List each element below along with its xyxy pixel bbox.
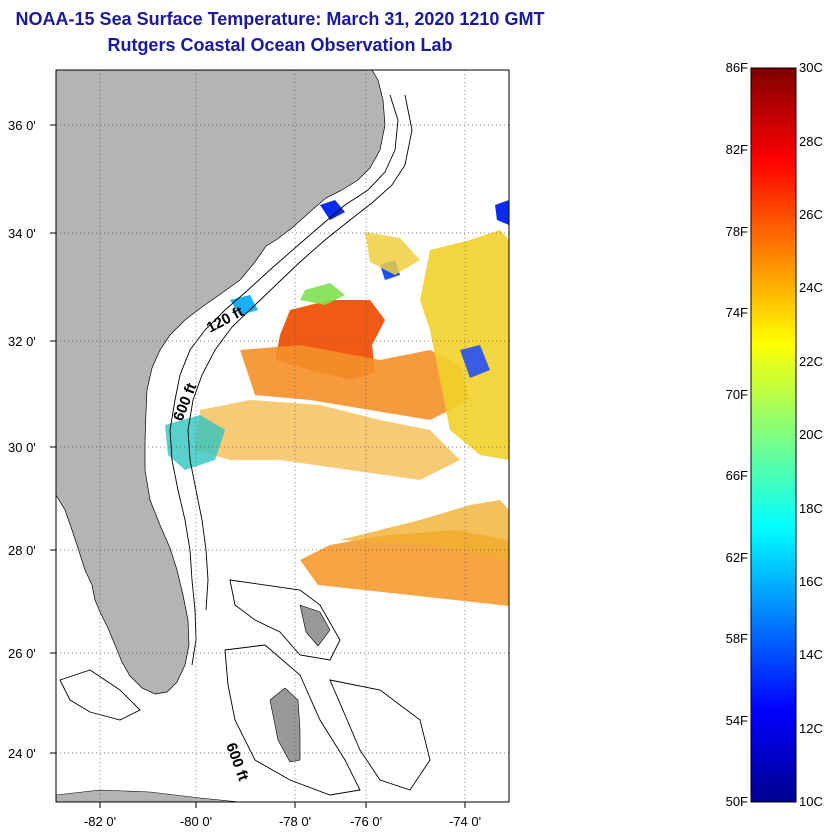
contour-600ft	[187, 94, 413, 611]
lat-label-26: 26 0'	[8, 646, 36, 661]
contour-120ft	[169, 94, 399, 666]
cb-c-20: 20C	[799, 427, 823, 442]
lat-label-24: 24 0'	[8, 746, 36, 761]
cb-c-30: 30C	[799, 60, 823, 75]
cb-c-22: 22C	[799, 354, 823, 369]
contour-bahamas-south	[224, 644, 361, 796]
bathymetry-contours	[59, 94, 431, 796]
lon-label-82: -82 0'	[84, 814, 116, 829]
lat-label-36: 36 0'	[8, 118, 36, 133]
sst-blue-fleck-1	[320, 200, 345, 220]
lon-label-74: -74 0'	[449, 814, 481, 829]
map-border	[55, 69, 510, 803]
colorbar-fahrenheit-labels: 86F 82F 78F 74F 70F 66F 62F 58F 54F 50F	[726, 60, 748, 809]
cb-f-62: 62F	[726, 550, 748, 565]
sst-blue-fleck-4	[460, 345, 490, 378]
land-bahamas-abaco	[299, 604, 331, 647]
sst-yellow-patch	[365, 232, 420, 275]
lon-label-78: -78 0'	[279, 814, 311, 829]
lon-label-80: -80 0'	[180, 814, 212, 829]
lat-label-32: 32 0'	[8, 334, 36, 349]
cb-c-16: 16C	[799, 574, 823, 589]
cb-f-74: 74F	[726, 305, 748, 320]
land-bahamas-andros	[269, 687, 301, 763]
cb-c-24: 24C	[799, 280, 823, 295]
cb-f-78: 78F	[726, 224, 748, 239]
sst-data-layer	[165, 200, 509, 606]
longitude-axis: -82 0' -80 0' -78 0' -76 0' -74 0'	[84, 802, 481, 829]
cb-f-86: 86F	[726, 60, 748, 75]
cb-c-28: 28C	[799, 134, 823, 149]
map-subtitle: Rutgers Coastal Ocean Observation Lab	[107, 35, 453, 55]
colorbar: 86F 82F 78F 74F 70F 66F 62F 58F 54F 50F …	[726, 60, 823, 809]
sst-mid-patches	[195, 400, 460, 480]
sst-warm-band	[240, 345, 470, 420]
cb-c-12: 12C	[799, 721, 823, 736]
lat-label-34: 34 0'	[8, 226, 36, 241]
sst-blue-fleck-3	[495, 200, 509, 225]
land-cuba	[56, 789, 241, 802]
map-title: NOAA-15 Sea Surface Temperature: March 3…	[15, 9, 545, 29]
cb-f-66: 66F	[726, 468, 748, 483]
cb-c-26: 26C	[799, 207, 823, 222]
cb-c-14: 14C	[799, 647, 823, 662]
cb-f-54: 54F	[726, 713, 748, 728]
cb-f-70: 70F	[726, 387, 748, 402]
land-us-southeast-florida	[56, 70, 386, 695]
cb-f-50: 50F	[726, 794, 748, 809]
land-layer	[56, 70, 386, 802]
cb-c-18: 18C	[799, 501, 823, 516]
sst-swath-south-2	[340, 500, 509, 560]
cb-f-82: 82F	[726, 142, 748, 157]
contour-east-bahamas	[329, 679, 431, 791]
lon-label-76: -76 0'	[350, 814, 382, 829]
colorbar-gradient	[750, 67, 797, 803]
colorbar-celsius-labels: 30C 28C 26C 24C 22C 20C 18C 16C 14C 12C …	[799, 60, 823, 809]
latitude-axis: 36 0' 34 0' 32 0' 30 0' 28 0' 26 0' 24 0…	[8, 118, 56, 761]
sst-cool-fringe	[165, 415, 225, 470]
cb-f-58: 58F	[726, 631, 748, 646]
contour-bahamas-bank	[229, 579, 341, 661]
lat-label-30: 30 0'	[8, 440, 36, 455]
cb-c-10: 10C	[799, 794, 823, 809]
lat-label-28: 28 0'	[8, 543, 36, 558]
sst-east-yellow	[420, 230, 509, 460]
sst-green-fringe	[300, 283, 345, 305]
contour-keys	[59, 669, 141, 721]
